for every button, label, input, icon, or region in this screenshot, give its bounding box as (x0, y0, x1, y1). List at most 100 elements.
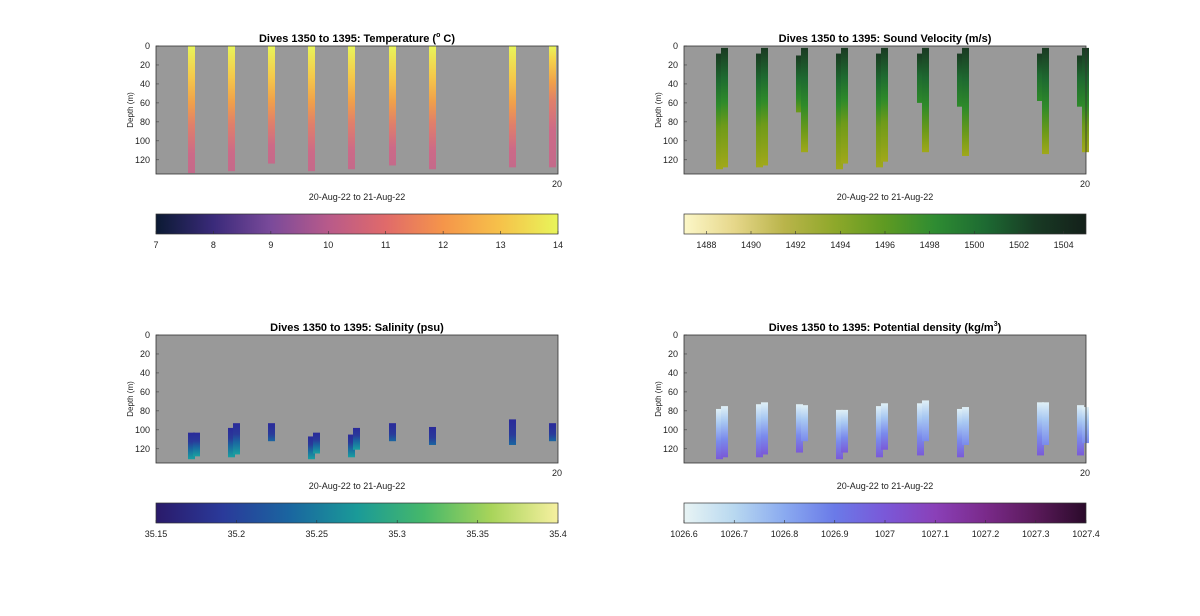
profile-column (922, 47, 929, 153)
profile-column (308, 436, 315, 460)
y-tick-label: 60 (668, 387, 678, 397)
profile-column (796, 55, 803, 113)
colorbar-tick-label: 1026.6 (670, 529, 698, 539)
plot-frame (683, 334, 1087, 464)
y-tick-label: 20 (668, 60, 678, 70)
colorbar: 1026.6 1026.7 1026.8 1026.9 1027 1027.1 1027.2… (670, 502, 1100, 539)
profile-column (1042, 47, 1049, 155)
x-axis-label: 20-Aug-22 to 21-Aug-22 (837, 192, 934, 202)
x-axis-label: 20-Aug-22 to 21-Aug-22 (309, 192, 406, 202)
profile-column (188, 432, 195, 460)
profiles-group (716, 400, 1089, 460)
y-tick-label: 80 (140, 406, 150, 416)
y-tick-label: 20 (140, 349, 150, 359)
profile-column (917, 403, 924, 456)
colorbar-tick-label: 35.3 (388, 529, 406, 539)
y-axis-label: Depth (m) (126, 92, 135, 128)
y-tick-label: 0 (673, 41, 678, 51)
profile-column (348, 46, 355, 170)
colorbar-tick-label: 1027 (875, 529, 895, 539)
panel-title: Dives 1350 to 1395: Sound Velocity (m/s) (779, 33, 992, 45)
colorbar-tick-label: 12 (438, 240, 448, 250)
y-tick-label: 0 (673, 330, 678, 340)
profile-column (761, 47, 768, 166)
y-tick-label: 100 (663, 136, 678, 146)
colorbar-tick-label: 1492 (786, 240, 806, 250)
profile-column (268, 423, 275, 442)
colorbar-tick-label: 1027.1 (921, 529, 949, 539)
y-tick-label: 100 (135, 136, 150, 146)
profile-column (389, 46, 396, 166)
profile-column (268, 46, 275, 164)
profile-column (876, 406, 883, 458)
profile-column (308, 46, 315, 172)
profile-column (796, 404, 803, 453)
y-tick-label: 20 (668, 349, 678, 359)
y-tick-label: 120 (135, 155, 150, 165)
colorbar-tick-label: 1027.2 (972, 529, 1000, 539)
profile-column (962, 47, 969, 156)
y-tick-label: 120 (663, 444, 678, 454)
profile-column (881, 47, 888, 162)
profile-column (1037, 402, 1044, 456)
x-axis-label: 20-Aug-22 to 21-Aug-22 (837, 481, 934, 491)
y-tick-label: 100 (135, 425, 150, 435)
y-tick-label: 40 (140, 79, 150, 89)
y-tick-label: 40 (668, 368, 678, 378)
profile-column (836, 53, 843, 170)
profile-column (228, 46, 235, 172)
colorbar: 1488 1490 1492 1494 1496 1498 1500 1502 1504 (683, 213, 1087, 250)
profile-column (429, 46, 436, 170)
profile-column (801, 47, 808, 153)
colorbar-tick-label: 1500 (964, 240, 984, 250)
profile-column (836, 409, 843, 460)
profile-column (801, 405, 808, 442)
profile-column (353, 427, 360, 450)
profile-column (348, 434, 355, 458)
colorbar-tick-label: 35.4 (549, 529, 567, 539)
y-tick-label: 40 (140, 368, 150, 378)
profile-column (957, 408, 964, 458)
colorbar-tick-label: 1504 (1054, 240, 1074, 250)
panel-temperature: Dives 1350 to 1395: Temperature (o C) 0 2… (126, 32, 563, 250)
profile-column (188, 46, 195, 174)
profile-column (957, 53, 964, 107)
profile-column (429, 426, 436, 445)
colorbar: 7 8 9 10 11 12 13 14 (153, 213, 563, 250)
x-end-tick-label: 20 (552, 179, 562, 189)
colorbar-tick-label: 35.35 (466, 529, 489, 539)
colorbar-tick-label: 8 (211, 240, 216, 250)
profile-column (509, 419, 516, 445)
profile-column (841, 409, 848, 453)
panel-potential-density: Dives 1350 to 1395: Potential density (k… (654, 321, 1100, 539)
colorbar-tick-label: 7 (153, 240, 158, 250)
profile-column (721, 47, 728, 168)
y-tick-label: 80 (668, 117, 678, 127)
profile-column (756, 404, 763, 458)
colorbar: 35.15 35.2 35.25 35.3 35.35 35.4 (145, 502, 567, 539)
y-tick-label: 60 (140, 387, 150, 397)
profile-column (922, 400, 929, 442)
profile-column (962, 407, 969, 445)
y-axis-label: Depth (m) (654, 381, 663, 417)
profile-column (716, 408, 723, 460)
y-tick-label: 80 (668, 406, 678, 416)
y-axis-label: Depth (m) (654, 92, 663, 128)
profile-column (1082, 407, 1089, 444)
y-tick-label: 100 (663, 425, 678, 435)
y-tick-label: 80 (140, 117, 150, 127)
profile-column (549, 46, 556, 168)
x-end-tick-label: 20 (1080, 468, 1090, 478)
y-tick-label: 60 (140, 98, 150, 108)
x-axis-label: 20-Aug-22 to 21-Aug-22 (309, 481, 406, 491)
colorbar-tick-label: 1027.4 (1072, 529, 1100, 539)
colorbar-tick-label: 11 (381, 240, 390, 250)
y-tick-label: 20 (140, 60, 150, 70)
colorbar-gradient (155, 502, 559, 524)
profiles-group (188, 419, 556, 460)
colorbar-tick-label: 1496 (875, 240, 895, 250)
colorbar-tick-label: 1502 (1009, 240, 1029, 250)
y-tick-label: 60 (668, 98, 678, 108)
colorbar-tick-label: 1494 (830, 240, 850, 250)
